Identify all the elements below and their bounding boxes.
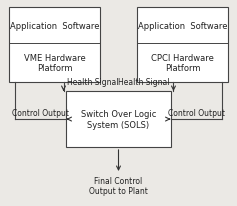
Bar — [9, 8, 100, 82]
Text: Control Output: Control Output — [168, 109, 225, 118]
Bar — [66, 92, 171, 147]
Text: Control Output: Control Output — [12, 109, 69, 118]
Text: Health Signal: Health Signal — [67, 77, 118, 86]
Text: Switch Over Logic
System (SOLS): Switch Over Logic System (SOLS) — [81, 110, 156, 129]
Text: CPCI Hardware
Platform: CPCI Hardware Platform — [151, 54, 214, 73]
Text: Application  Software: Application Software — [10, 22, 99, 30]
Text: Health Signal: Health Signal — [118, 77, 170, 86]
Text: Application  Software: Application Software — [138, 22, 227, 30]
Text: VME Hardware
Platform: VME Hardware Platform — [24, 54, 85, 73]
Text: Final Control
Output to Plant: Final Control Output to Plant — [89, 176, 148, 195]
Bar — [137, 8, 228, 82]
